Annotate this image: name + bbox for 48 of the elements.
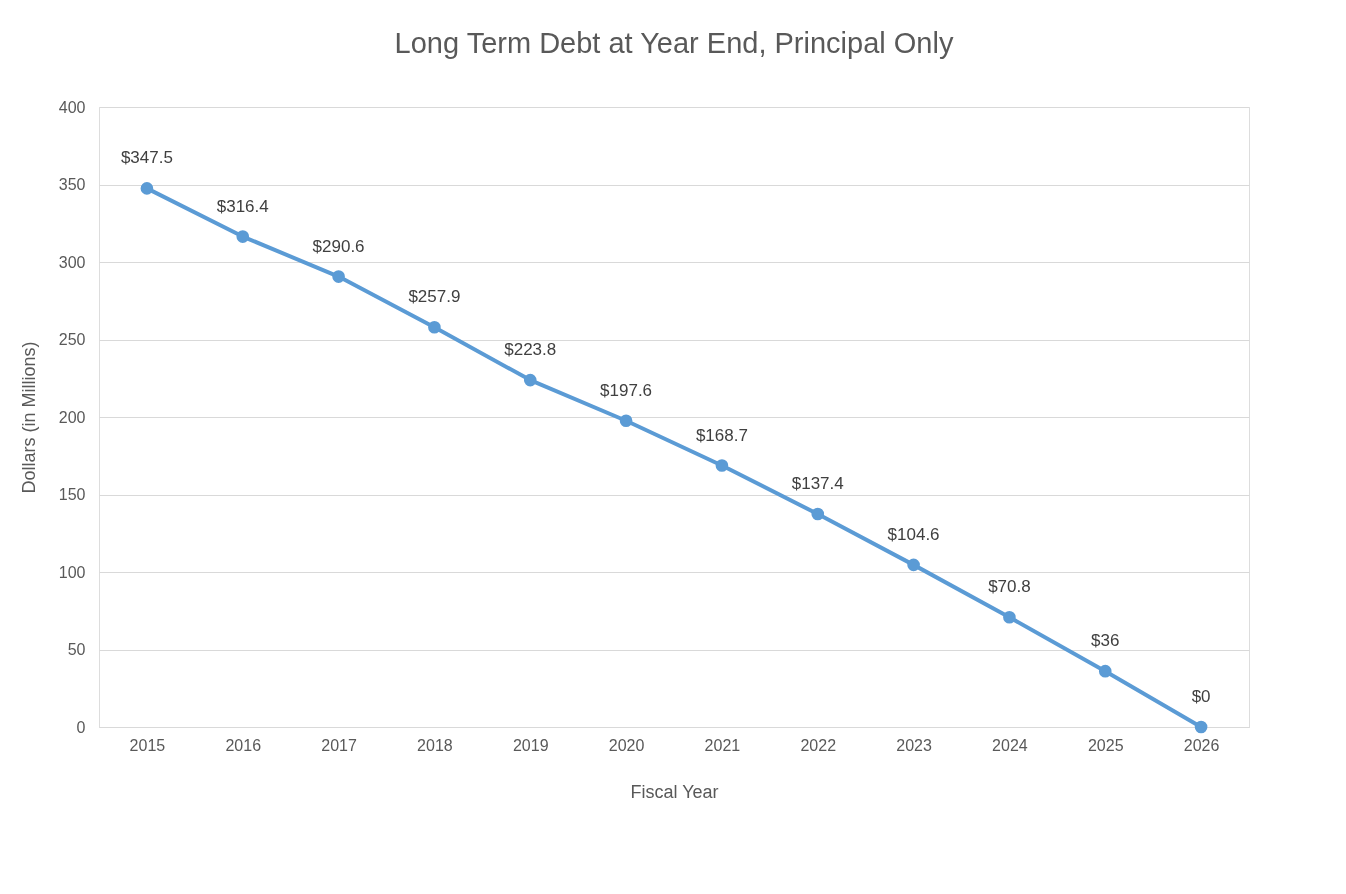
chart-title: Long Term Debt at Year End, Principal Only (394, 27, 954, 59)
data-label: $0 (1191, 687, 1211, 706)
x-tick-label: 2026 (1183, 736, 1220, 754)
y-tick-label: 200 (58, 408, 86, 426)
data-label: $104.6 (887, 524, 940, 544)
data-label: $316.4 (216, 196, 269, 216)
point (140, 182, 154, 195)
x-tick-label: 2019 (512, 736, 549, 754)
y-tick-label: 300 (58, 253, 86, 271)
data-label: $137.4 (791, 474, 844, 494)
point (619, 414, 633, 428)
data-label: $36 (1091, 631, 1120, 651)
point (523, 373, 537, 387)
data-label: $290.6 (312, 236, 365, 256)
point (1194, 720, 1208, 734)
y-tick-label: 250 (58, 331, 86, 348)
data-label: $197.6 (600, 380, 653, 400)
point (811, 507, 825, 521)
y-tick-label: 50 (67, 641, 86, 658)
y-tick-label: 0 (76, 718, 86, 736)
y-tick-label: 350 (58, 176, 86, 193)
data-label: $70.8 (988, 577, 1031, 597)
data-label: $257.9 (408, 287, 461, 307)
x-tick-label: 2025 (1087, 736, 1124, 754)
point (1098, 664, 1112, 678)
x-tick-label: 2018 (417, 736, 453, 754)
x-tick-label: 2022 (800, 736, 837, 754)
x-tick-label: 2024 (992, 736, 1028, 754)
point (1003, 610, 1016, 624)
data-label: $223.8 (504, 340, 557, 360)
data-label: $347.5 (120, 148, 173, 168)
x-axis-title: Fiscal Year (630, 781, 719, 802)
y-tick-label: 100 (58, 563, 86, 581)
y-tick-label: 150 (58, 486, 86, 503)
data-label: $168.7 (695, 425, 748, 445)
x-tick-label: 2023 (896, 736, 932, 754)
point (332, 270, 345, 283)
point (715, 459, 729, 472)
x-tick-label: 2017 (321, 736, 357, 754)
point (236, 230, 250, 243)
point (428, 320, 441, 334)
x-tick-label: 2021 (704, 736, 741, 754)
x-tick-label: 2020 (608, 736, 645, 754)
x-tick-label: 2015 (129, 736, 166, 754)
x-tick-label: 2016 (225, 736, 262, 754)
point (907, 558, 920, 572)
y-tick-label: 400 (58, 98, 86, 116)
y-axis-title: Dollars (in Millions) (18, 341, 39, 494)
